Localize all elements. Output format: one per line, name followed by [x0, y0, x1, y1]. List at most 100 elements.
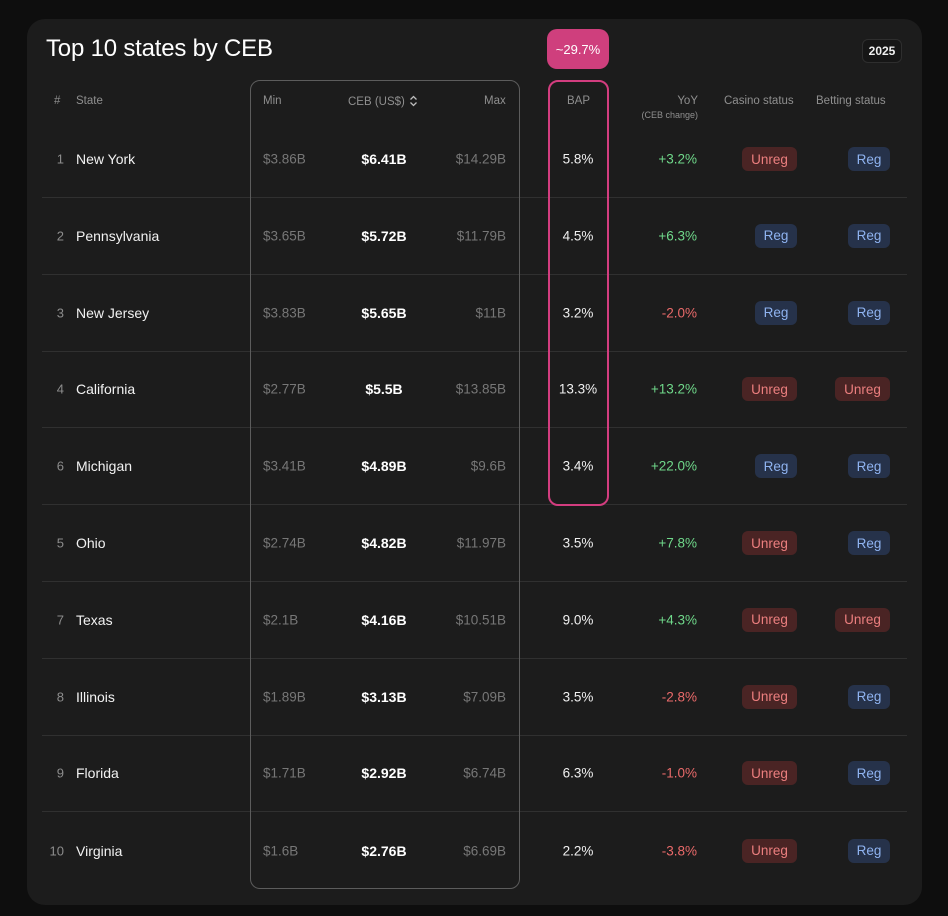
min-value: $1.71B [263, 765, 306, 781]
max-value: $9.6B [470, 458, 506, 474]
casino-status-badge: Reg [755, 300, 797, 325]
table-row[interactable]: 2 Pennsylvania $3.65B $5.72B $11.79B 4.5% +6.3… [42, 198, 907, 275]
state-name: Virginia [76, 842, 123, 859]
betting-status-badge: Reg [848, 684, 890, 709]
max-value: $11B [475, 305, 506, 321]
max-value: $13.85B [455, 381, 506, 397]
betting-status-badge: Unreg [835, 377, 890, 402]
yoy-change: +6.3% [658, 228, 697, 244]
state-name: Florida [76, 765, 119, 782]
table-row[interactable]: 7 Texas $2.1B $4.16B $10.51B 9.0% +4.3% Unreg Un… [42, 582, 907, 659]
casino-status-badge: Unreg [742, 684, 797, 709]
header-bap[interactable]: BAP [567, 95, 591, 107]
ceb-value: $4.89B [361, 458, 407, 475]
min-value: $3.83B [263, 305, 306, 321]
rank-cell: 9 [56, 765, 64, 781]
max-value: $6.69B [463, 843, 506, 859]
table-row[interactable]: 9 Florida $1.71B $2.92B $6.74B 6.3% -1.0% Unreg… [42, 735, 907, 813]
rank-cell: 3 [56, 305, 64, 321]
header-casino[interactable]: Casino status [724, 95, 794, 107]
header-betting[interactable]: Betting status [816, 95, 886, 107]
betting-status-badge: Reg [848, 838, 890, 863]
betting-status-badge: Reg [848, 531, 890, 555]
bap-value: 3.4% [562, 458, 594, 474]
max-value: $6.74B [463, 765, 506, 781]
yoy-change: +22.0% [650, 458, 697, 474]
rank-cell: 4 [56, 381, 64, 397]
rank-cell: 10 [49, 843, 64, 859]
sort-updown-icon [409, 95, 418, 110]
yoy-change: +4.3% [658, 612, 697, 628]
yoy-change: -2.8% [661, 689, 697, 705]
ceb-value: $5.5B [365, 381, 403, 398]
table-row[interactable]: 5 Ohio $2.74B $4.82B $11.97B 3.5% +7.8% Unreg Re… [42, 505, 907, 582]
table-row[interactable]: 8 Illinois $1.89B $3.13B $7.09B 3.5% -2.8% Unre… [42, 659, 907, 736]
bap-value: 2.2% [562, 843, 594, 859]
rank-cell: 8 [56, 689, 64, 705]
bap-value: 6.3% [562, 765, 594, 781]
casino-status-badge: Unreg [742, 607, 797, 632]
betting-status-badge: Reg [848, 761, 890, 786]
rank-cell: 7 [56, 612, 64, 628]
min-value: $2.77B [263, 381, 306, 397]
max-value: $10.51B [455, 612, 506, 628]
max-value: $14.29B [455, 151, 506, 167]
yoy-change: -2.0% [661, 305, 697, 321]
casino-status-badge: Unreg [742, 377, 797, 402]
header-yoy-sub: (CEB change) [641, 110, 698, 120]
ceb-value: $3.13B [361, 688, 407, 705]
betting-status-badge: Reg [848, 147, 890, 171]
state-name: Illinois [76, 688, 115, 705]
bap-value: 3.2% [562, 305, 594, 321]
state-name: New York [76, 151, 136, 167]
casino-status-badge: Unreg [742, 838, 797, 863]
table-row[interactable]: 10 Virginia $1.6B $2.76B $6.69B 2.2% -3.8% Unre… [42, 812, 907, 889]
ceb-value: $2.76B [361, 842, 407, 859]
state-name: Pennsylvania [76, 227, 160, 244]
min-value: $3.86B [263, 151, 306, 167]
yoy-change: +7.8% [658, 535, 697, 551]
year-selector[interactable]: 2025 [862, 39, 902, 63]
ceb-value: $5.65B [361, 304, 407, 321]
bap-total-badge: ~29.7% [547, 29, 609, 69]
casino-status-badge: Unreg [742, 761, 797, 786]
min-value: $3.41B [263, 458, 306, 474]
header-ceb-sort[interactable]: CEB (US$) [348, 95, 418, 110]
bap-value: 3.5% [562, 689, 594, 705]
page-title: Top 10 states by CEB [46, 35, 273, 62]
rank-cell: 6 [56, 458, 64, 474]
rank-cell: 2 [56, 228, 64, 244]
table-row[interactable]: 6 Michigan $3.41B $4.89B $9.6B 3.4% +22.0% Reg R… [42, 428, 907, 506]
ceb-value: $6.41B [361, 151, 407, 167]
casino-status-badge: Reg [755, 454, 797, 479]
state-name: Texas [76, 611, 113, 628]
bap-value: 3.5% [562, 535, 594, 551]
table-row[interactable]: 4 California $2.77B $5.5B $13.85B 13.3% +13.2%… [42, 351, 907, 429]
betting-status-badge: Unreg [835, 607, 890, 632]
header-max[interactable]: Max [484, 95, 506, 107]
header-ceb-label: CEB (US$) [348, 96, 405, 108]
min-value: $1.6B [263, 843, 299, 859]
betting-status-badge: Reg [848, 300, 890, 325]
min-value: $2.74B [263, 535, 306, 551]
min-value: $3.65B [263, 228, 306, 244]
ceb-value: $2.92B [361, 765, 407, 782]
yoy-change: -3.8% [661, 843, 697, 859]
ceb-value: $4.16B [361, 611, 407, 628]
table-row[interactable]: 3 New Jersey $3.83B $5.65B $11B 3.2% -2.0% Reg R… [42, 275, 907, 352]
table-row[interactable]: 1 New York $3.86B $6.41B $14.29B 5.8% +3.2% Unr… [42, 121, 907, 198]
header-yoy[interactable]: YoY [677, 95, 698, 107]
betting-status-badge: Reg [848, 223, 890, 248]
casino-status-badge: Unreg [742, 531, 797, 555]
header-min[interactable]: Min [263, 95, 282, 107]
ceb-value: $5.72B [361, 227, 407, 244]
max-value: $7.09B [463, 689, 506, 705]
min-value: $2.1B [263, 612, 299, 628]
betting-status-badge: Reg [848, 454, 890, 479]
bap-value: 5.8% [562, 151, 594, 167]
bap-value: 9.0% [562, 612, 594, 628]
header-state[interactable]: State [76, 95, 103, 107]
max-value: $11.79B [456, 228, 506, 244]
ceb-value: $4.82B [361, 535, 407, 551]
min-value: $1.89B [263, 689, 306, 705]
